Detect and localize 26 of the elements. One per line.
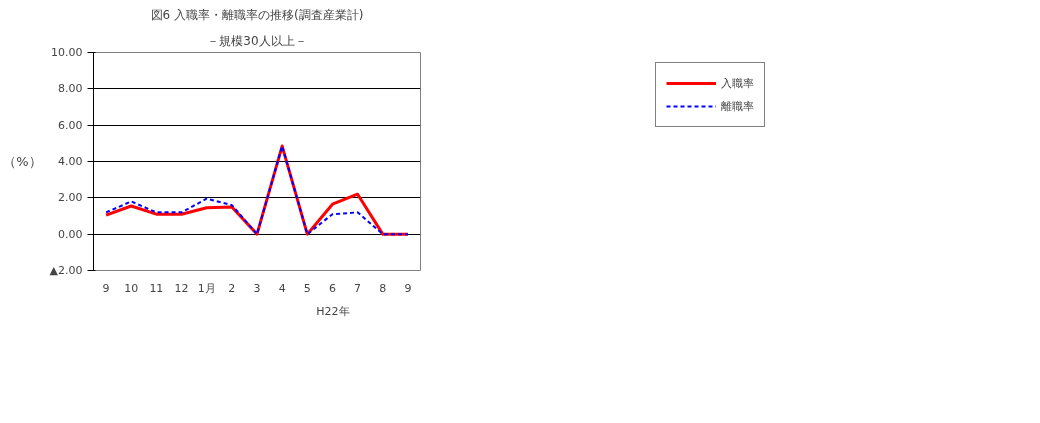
legend-label: 離職率 xyxy=(721,98,754,114)
y-tick-label: 4.00 xyxy=(58,155,83,168)
x-tick-label: 10 xyxy=(124,281,139,295)
legend-label: 入職率 xyxy=(721,75,754,91)
x-tick-label: 1月 xyxy=(197,281,216,295)
x-tick-label: 8 xyxy=(379,281,387,295)
x-tick-label: 9 xyxy=(404,281,412,295)
x-tick-label: 6 xyxy=(328,281,336,295)
x-tick-label: 3 xyxy=(253,281,261,295)
x-tick-label: 9 xyxy=(102,281,110,295)
y-tick-label: ▲2.00 xyxy=(49,264,83,277)
x-tick-label: 7 xyxy=(354,281,362,295)
y-axis-title: （%） xyxy=(3,154,42,169)
y-tick-label: 10.00 xyxy=(51,46,83,59)
x-tick-label: 4 xyxy=(278,281,286,295)
chart-subtitle: －規模30人以上－ xyxy=(207,33,307,48)
y-tick-label: 0.00 xyxy=(58,227,83,241)
x-tick-label: 12 xyxy=(174,281,189,295)
chart-title: 図6 入職率・離職率の推移(調査産業計) xyxy=(150,7,364,22)
y-tick-label: 8.00 xyxy=(58,82,83,96)
x-tick-label: 2 xyxy=(228,281,236,295)
x-tick-label: 5 xyxy=(303,281,311,295)
y-tick-label: 6.00 xyxy=(58,118,83,132)
y-tick-label: 2.00 xyxy=(58,191,83,205)
text: H22年 xyxy=(316,304,350,318)
x-tick-label: 11 xyxy=(149,281,164,295)
